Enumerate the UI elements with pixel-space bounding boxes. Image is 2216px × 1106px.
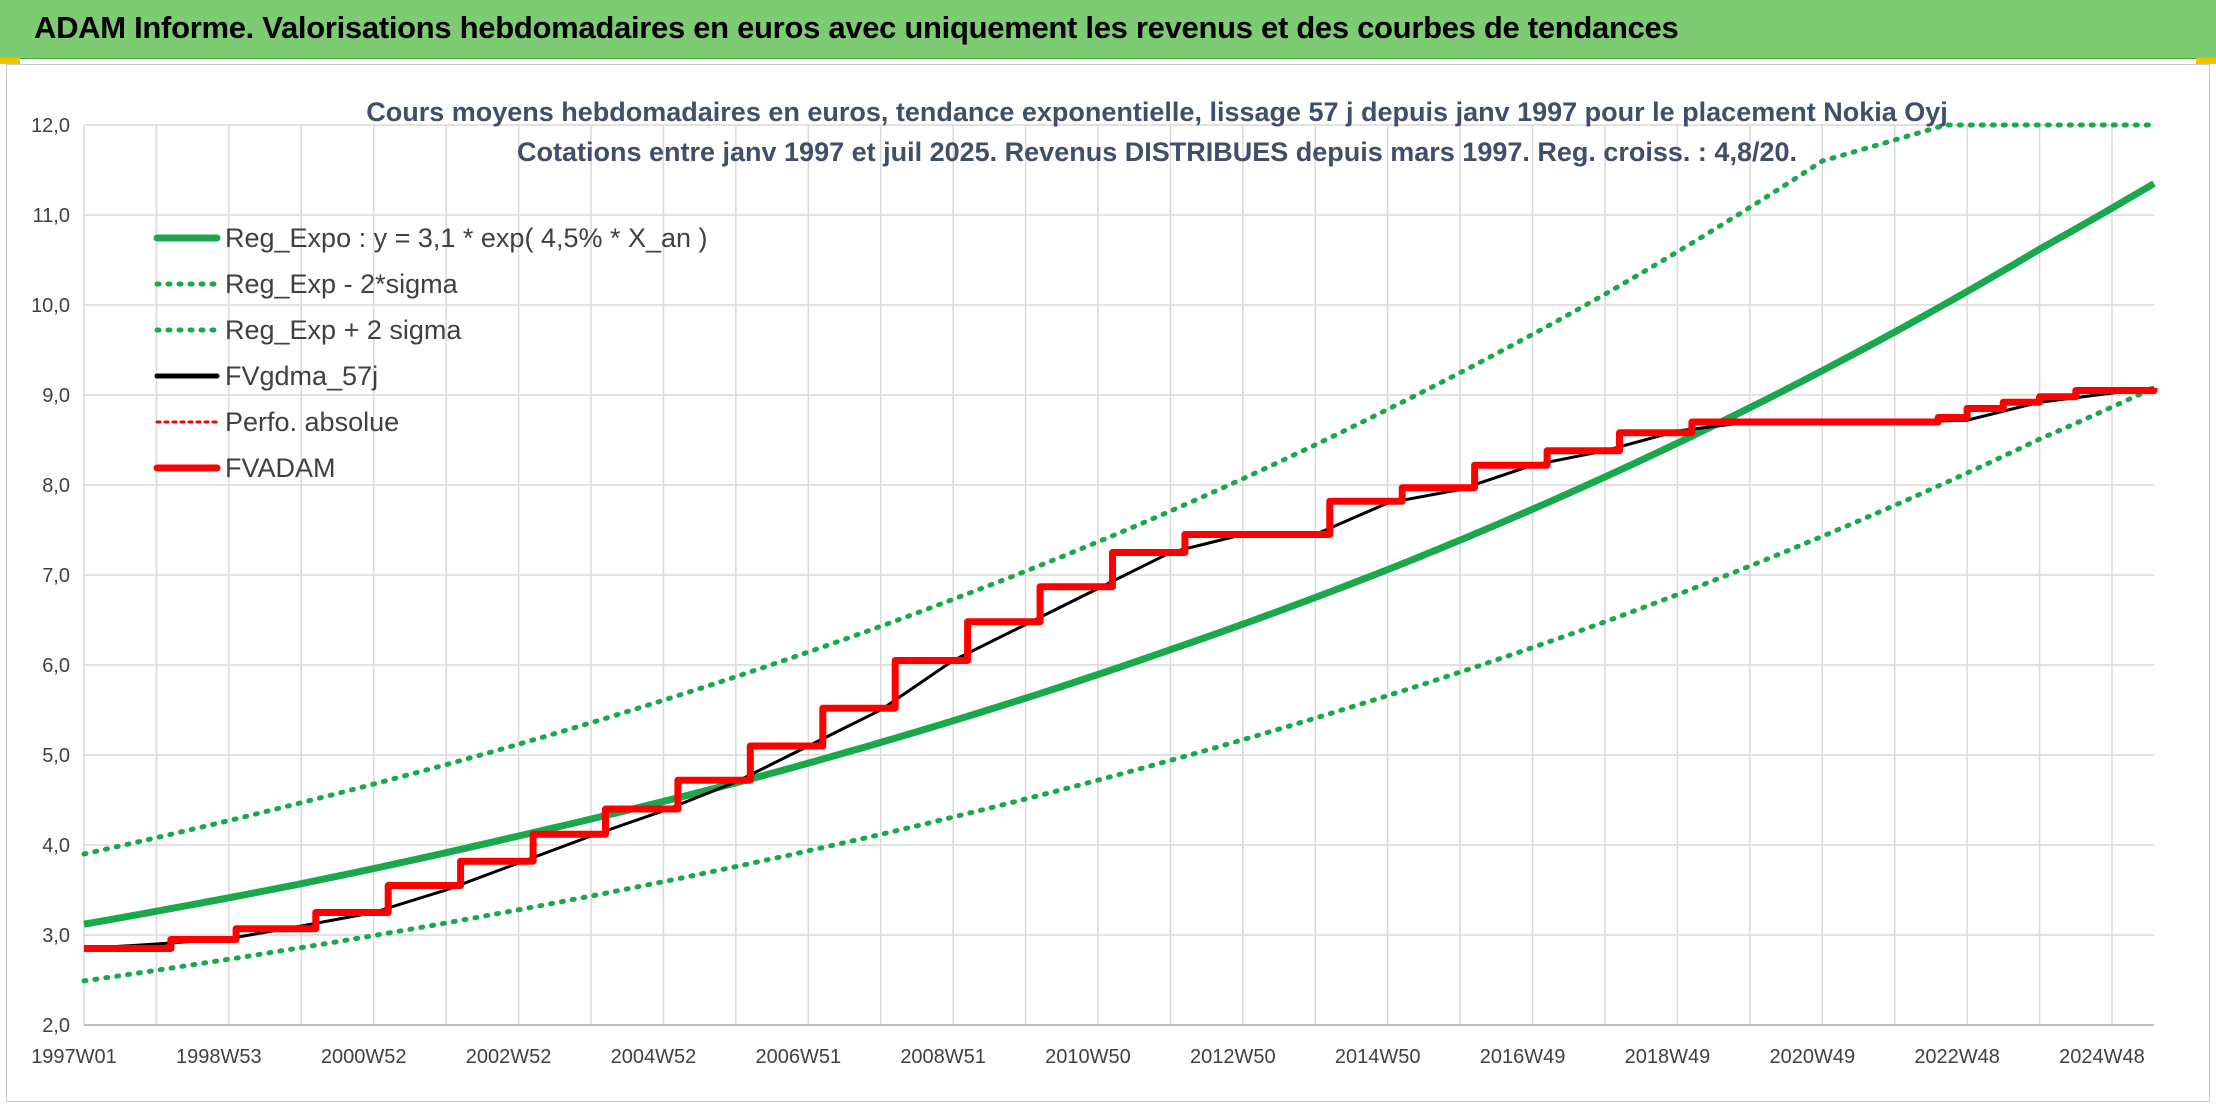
legend-label: Reg_Exp - 2*sigma: [225, 269, 459, 299]
x-tick-label: 1998W53: [176, 1046, 262, 1068]
x-tick-label: 1997W01: [31, 1046, 117, 1068]
legend-label: Perfo. absolue: [225, 407, 399, 437]
x-tick-label: 2020W49: [1769, 1046, 1855, 1068]
report-header: ADAM Informe. Valorisations hebdomadaire…: [0, 0, 2216, 59]
y-tick-label: 8,0: [42, 475, 70, 497]
corner-marker-right: [2196, 58, 2216, 64]
legend-label: Reg_Exp + 2 sigma: [225, 315, 462, 345]
line-chart: 2,0 3,0 4,0 5,0 6,0 7,0 8,0 9,0 10,0 11,0 12,0 1997…: [31, 97, 2158, 1068]
legend-label: Reg_Expo : y = 3,1 * exp( 4,5% * X_an ): [225, 223, 708, 253]
series-reg-exp-plus-2sigma: [81, 122, 2157, 857]
x-tick-label: 2006W51: [755, 1046, 841, 1068]
y-tick-label: 3,0: [42, 925, 70, 947]
x-tick-label: 2016W49: [1480, 1046, 1566, 1068]
gridlines: [83, 124, 2154, 1026]
x-tick-label: 2012W50: [1190, 1046, 1276, 1068]
chart-area: 2,0 3,0 4,0 5,0 6,0 7,0 8,0 9,0 10,0 11,0 12,0 1997…: [6, 64, 2210, 1102]
x-tick-label: 2014W50: [1335, 1046, 1421, 1068]
x-tick-label: 2010W50: [1045, 1046, 1131, 1068]
y-tick-label: 6,0: [42, 655, 70, 677]
series-reg-expo: [83, 180, 2156, 928]
x-tick-label: 2018W49: [1625, 1046, 1711, 1068]
chart-title-line-2: Cotations entre janv 1997 et juil 2025. …: [517, 137, 1797, 167]
corner-marker-left: [0, 58, 20, 64]
y-tick-label: 4,0: [42, 835, 70, 857]
y-tick-label: 11,0: [33, 205, 70, 227]
series-fvadam: [84, 387, 2158, 952]
x-tick-label: 2008W51: [900, 1046, 986, 1068]
legend-label: FVgdma_57j: [225, 361, 378, 391]
x-tick-label: 2000W52: [321, 1046, 407, 1068]
x-tick-label: 2004W52: [611, 1046, 697, 1068]
x-tick-label: 2024W48: [2059, 1046, 2145, 1068]
report-title: ADAM Informe. Valorisations hebdomadaire…: [34, 10, 1679, 45]
y-tick-label: 7,0: [42, 565, 70, 587]
y-tick-label: 9,0: [42, 385, 70, 407]
series-layer: [81, 122, 2158, 984]
axis-labels: 2,0 3,0 4,0 5,0 6,0 7,0 8,0 9,0 10,0 11,0 12,0 1997…: [31, 115, 2145, 1068]
y-tick-label: 12,0: [31, 115, 70, 137]
legend-label: FVADAM: [225, 453, 336, 483]
x-tick-label: 2002W52: [466, 1046, 552, 1068]
y-tick-label: 2,0: [42, 1015, 70, 1037]
y-tick-label: 5,0: [42, 745, 70, 767]
legend: Reg_Expo : y = 3,1 * exp( 4,5% * X_an ) R…: [153, 223, 708, 483]
series-reg-exp-minus-2sigma: [81, 385, 2157, 984]
chart-title-line-1: Cours moyens hebdomadaires en euros, ten…: [366, 97, 1948, 127]
x-tick-label: 2022W48: [1914, 1046, 2000, 1068]
y-tick-label: 10,0: [31, 295, 70, 317]
